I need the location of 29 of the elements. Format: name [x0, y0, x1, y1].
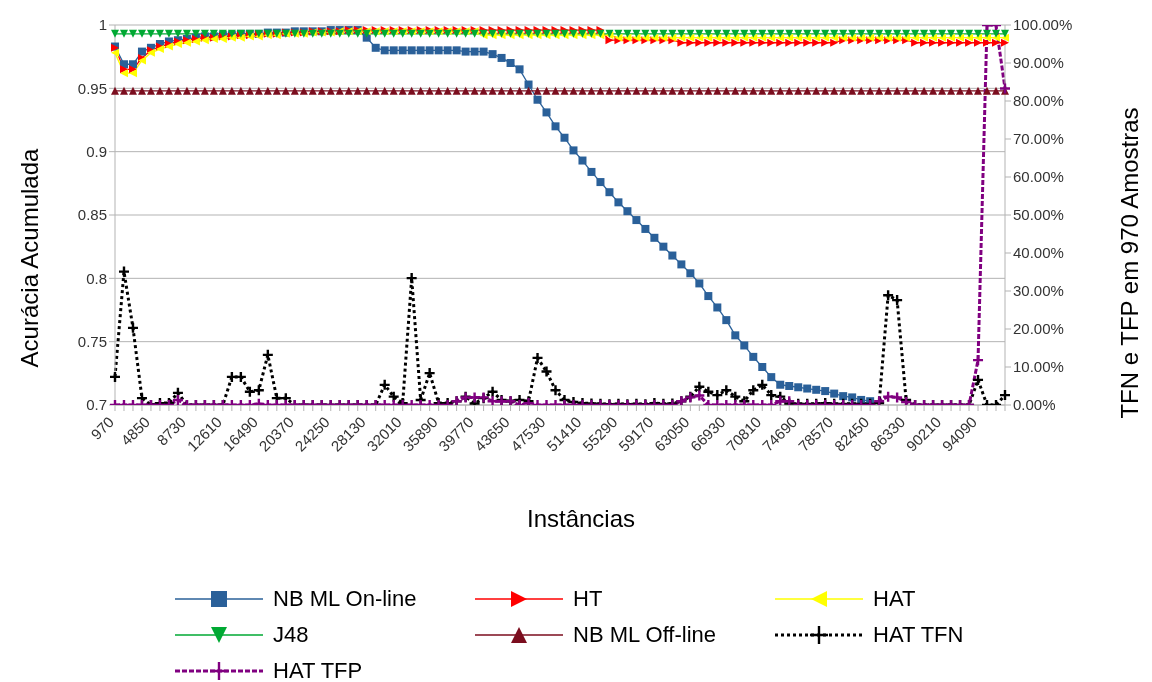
- y2-tick-label: 90.00%: [1013, 54, 1064, 72]
- y2-tick-label: 100.00%: [1013, 16, 1073, 34]
- y2-tick-label: 70.00%: [1013, 130, 1064, 148]
- y-tick-label: 0.95: [77, 79, 107, 97]
- legend-label: HAT TFP: [273, 658, 363, 682]
- y-tick-label: 0.8: [86, 269, 107, 287]
- y2-tick-label: 80.00%: [1013, 92, 1064, 110]
- legend-label: NB ML Off-line: [573, 622, 717, 648]
- legend-label: NB ML On-line: [273, 586, 417, 612]
- y2-tick-label: 60.00%: [1013, 168, 1064, 186]
- y-tick-label: 0.9: [86, 142, 107, 160]
- x-tick-label: 970: [87, 413, 118, 443]
- legend-label: HAT TFN: [873, 622, 964, 648]
- legend-label: HAT: [873, 586, 916, 612]
- y2-tick-label: 40.00%: [1013, 244, 1064, 262]
- y-tick-label: 0.75: [77, 332, 107, 350]
- y2-axis-title: TFN e TFP em 970 Amostras: [1116, 107, 1144, 419]
- legend-label: HT: [573, 586, 603, 612]
- y2-tick-label: 0.00%: [1013, 396, 1056, 414]
- y2-tick-label: 50.00%: [1013, 206, 1064, 224]
- y2-tick-label: 10.00%: [1013, 358, 1064, 376]
- y-tick-label: 1: [98, 16, 107, 34]
- y-axis-title: Acurácia Acumulada: [16, 148, 44, 368]
- y-tick-label: 0.7: [86, 396, 107, 414]
- y2-tick-label: 30.00%: [1013, 282, 1064, 300]
- legend-label: J48: [273, 622, 309, 648]
- x-axis-title: Instâncias: [526, 505, 636, 533]
- y-tick-label: 0.85: [77, 206, 107, 224]
- y2-tick-label: 20.00%: [1013, 320, 1064, 338]
